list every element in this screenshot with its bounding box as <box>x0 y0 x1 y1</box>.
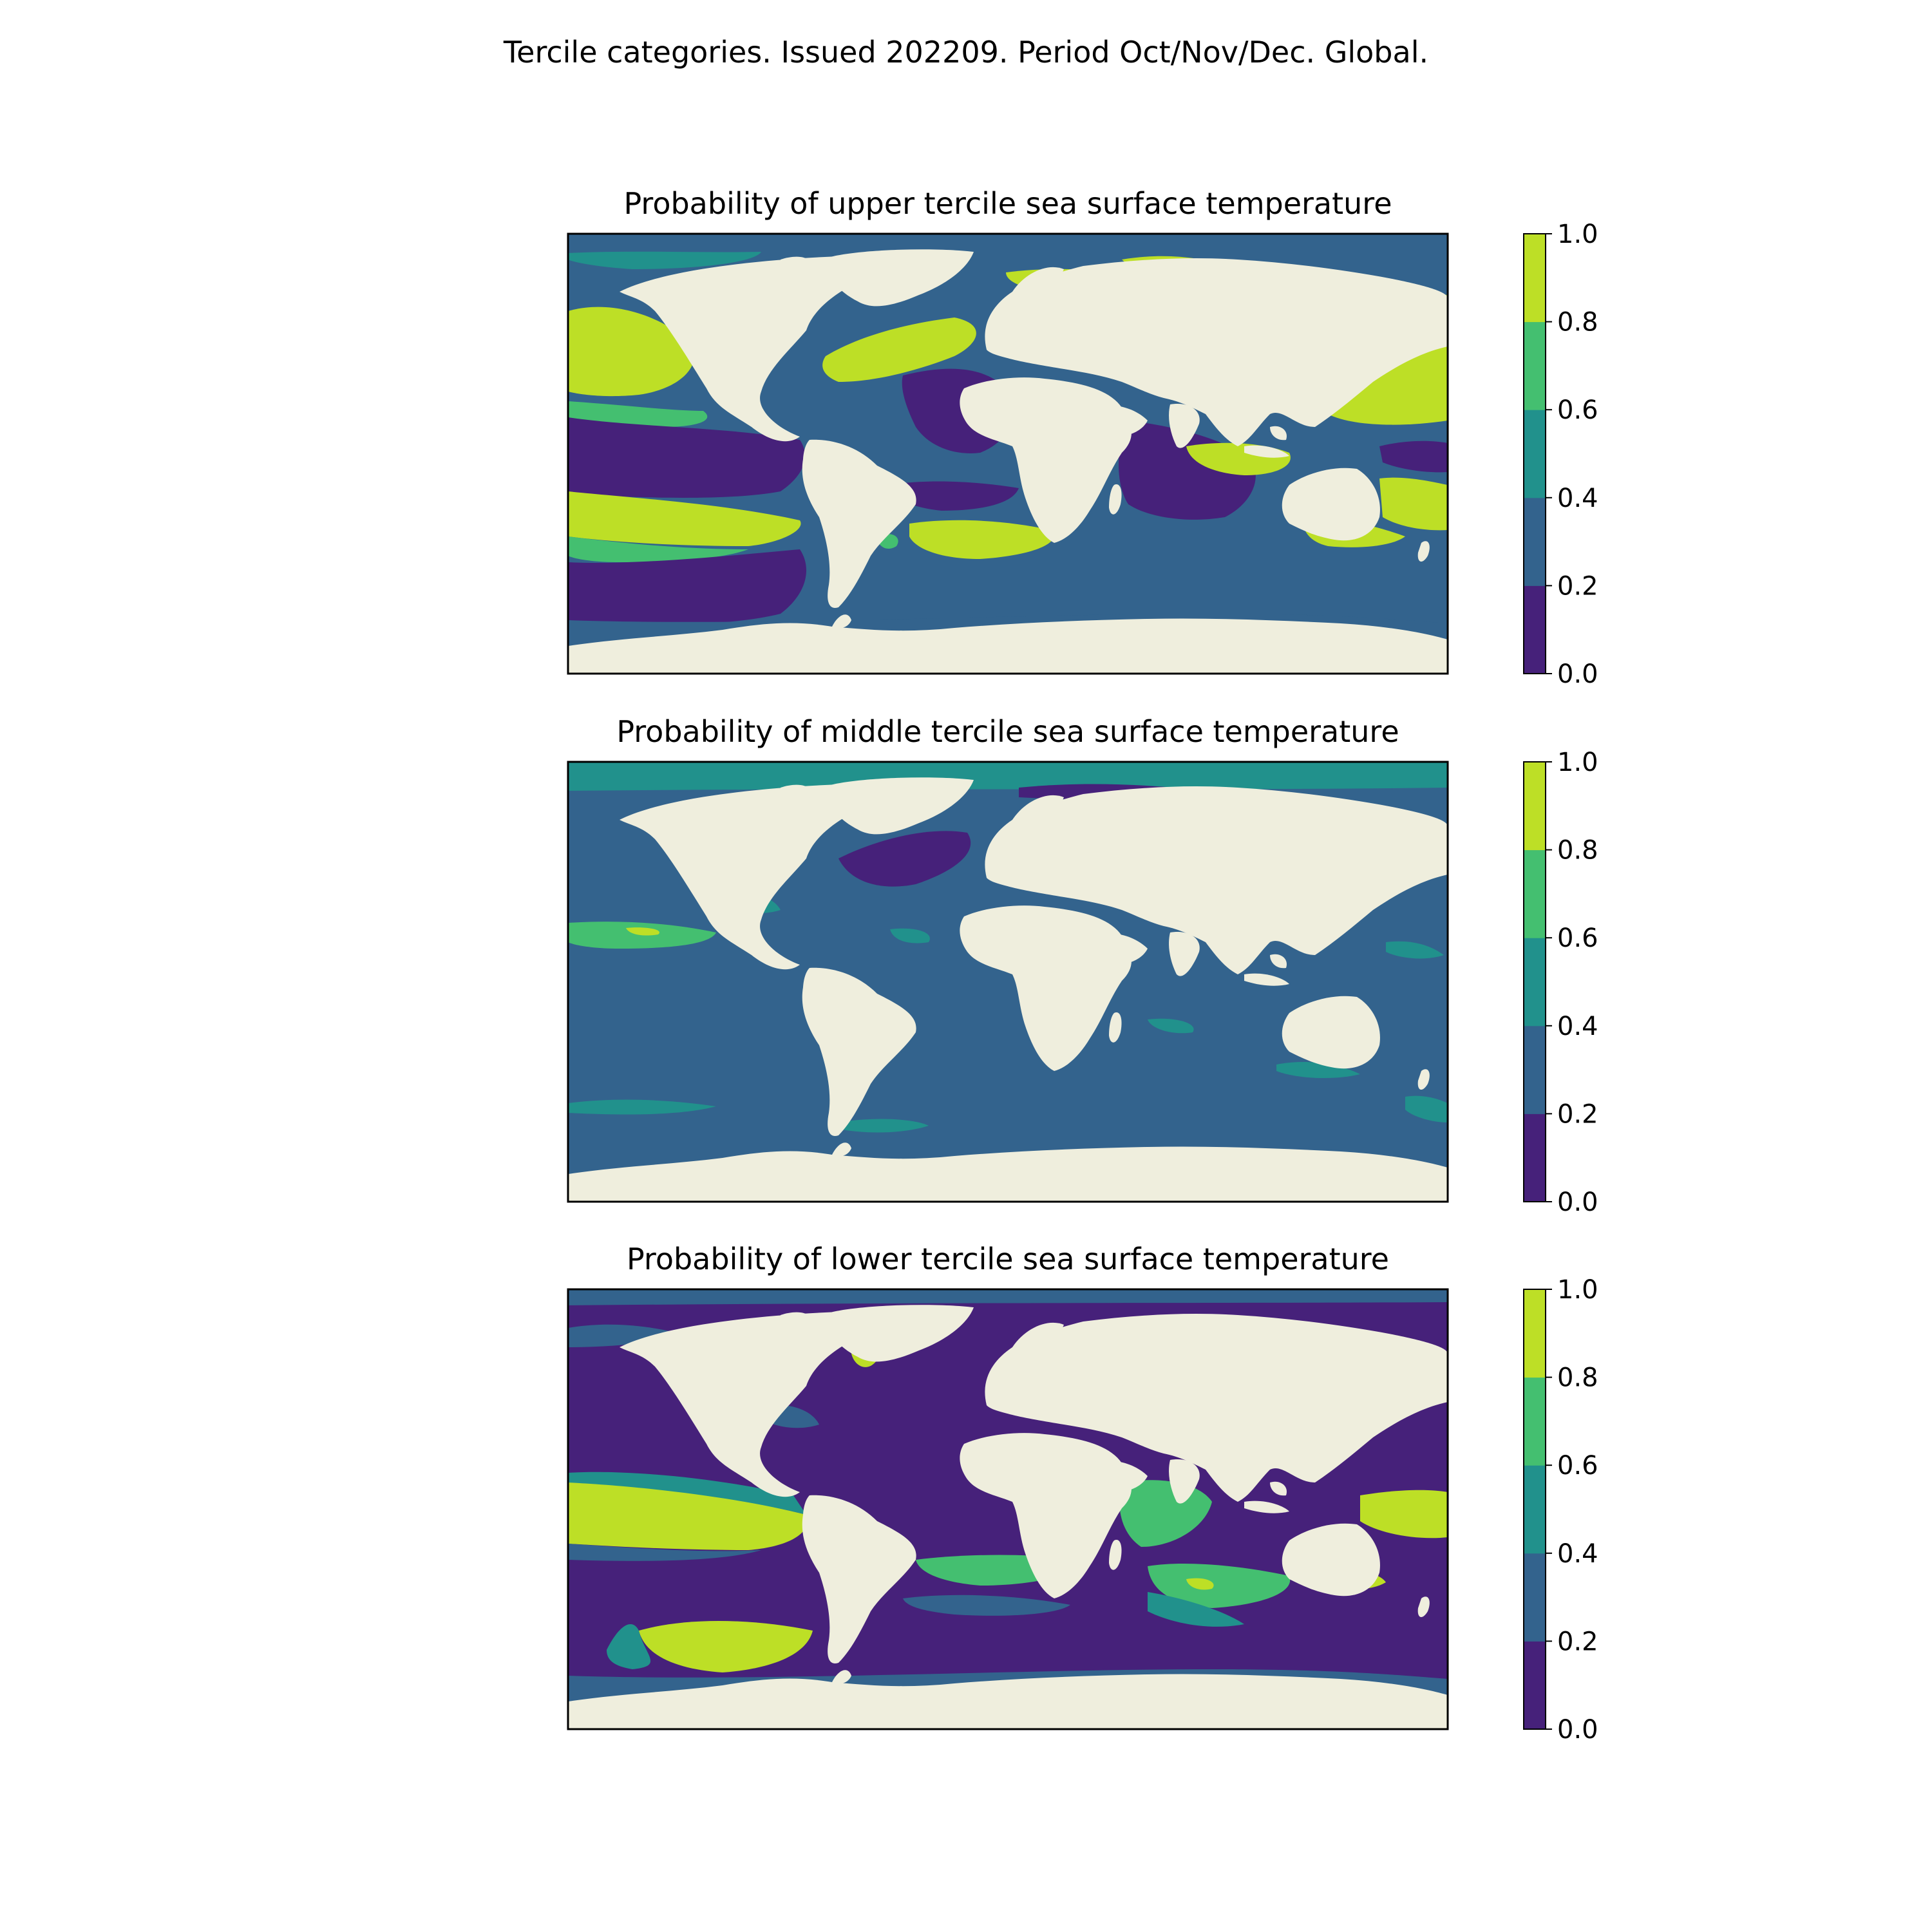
colorbar-segment <box>1524 849 1546 938</box>
contour-region <box>822 317 976 382</box>
colorbar-segment <box>1524 1465 1546 1554</box>
colorbar-segment <box>1524 1553 1546 1642</box>
colorbar-1: 0.0 0.2 0.4 0.6 0.8 1.0 <box>1523 748 1598 1217</box>
contour-region <box>607 1624 651 1669</box>
contour-region <box>639 1621 813 1672</box>
colorbar-segment <box>1524 938 1546 1027</box>
colorbar-segment <box>1524 321 1546 410</box>
map-lower <box>568 1289 1448 1729</box>
contour-region <box>568 1472 806 1515</box>
contour-region <box>568 491 801 546</box>
colorbar-tick-label: 0.4 <box>1557 484 1598 513</box>
colorbar-segment <box>1524 762 1546 851</box>
map-frame <box>567 1288 1449 1730</box>
colorbar-segment <box>1524 1377 1546 1466</box>
contour-region <box>909 520 1054 559</box>
panel-title-middle: Probability of middle tercile sea surfac… <box>616 714 1399 749</box>
colorbar-segment <box>1524 410 1546 498</box>
colorbar-segment <box>1524 585 1546 674</box>
contour-region <box>903 1595 1070 1616</box>
contour-region <box>568 307 695 397</box>
contour-region <box>1186 1578 1214 1590</box>
contour-region <box>838 1119 929 1133</box>
colorbar-tick-label: 1.0 <box>1557 1275 1598 1305</box>
map-frame <box>567 761 1449 1203</box>
colorbar-segment <box>1524 234 1546 323</box>
contour-region <box>568 1482 808 1550</box>
colorbar-frame <box>1523 233 1546 674</box>
map-middle <box>568 762 1448 1202</box>
contour-region <box>890 481 1019 511</box>
contour-region <box>1148 1592 1244 1627</box>
contour-region <box>1405 1095 1448 1122</box>
colorbar-frame <box>1523 1289 1546 1730</box>
contour-region <box>568 251 761 269</box>
contour-region <box>568 1099 716 1115</box>
colorbar-segment <box>1524 1025 1546 1114</box>
panel-upper-tercile: Probability of upper tercile sea surface… <box>567 186 1449 675</box>
colorbar-2: 0.0 0.2 0.4 0.6 0.8 1.0 <box>1523 1275 1598 1745</box>
figure-title: Tercile categories. Issued 202209. Perio… <box>503 35 1428 70</box>
colorbar-tick-label: 1.0 <box>1557 748 1598 777</box>
colorbar-0: 0.0 0.2 0.4 0.6 0.8 1.0 <box>1523 220 1598 689</box>
map-upper <box>568 234 1448 674</box>
colorbar-frame <box>1523 761 1546 1202</box>
contour-region <box>1148 1563 1291 1608</box>
colorbar-tick-label: 0.2 <box>1557 571 1598 601</box>
contour-region <box>890 928 930 943</box>
contour-region <box>1379 440 1448 473</box>
contour-region <box>568 549 806 625</box>
contour-region <box>838 831 971 887</box>
colorbar-tick-label: 0.8 <box>1557 1363 1598 1393</box>
panel-lower-tercile: Probability of lower tercile sea surface… <box>567 1242 1449 1730</box>
contour-region <box>568 762 1448 791</box>
colorbar-tick-label: 1.0 <box>1557 220 1598 249</box>
contour-region <box>1386 941 1444 959</box>
panel-middle-tercile: Probability of middle tercile sea surfac… <box>567 714 1449 1203</box>
colorbar-tick-label: 0.6 <box>1557 923 1598 953</box>
contour-region <box>626 927 659 936</box>
contour-region <box>568 1324 684 1347</box>
panel-title-upper: Probability of upper tercile sea surface… <box>624 186 1392 221</box>
contour-region <box>568 1544 761 1561</box>
colorbar-segment <box>1524 1289 1546 1378</box>
contour-region <box>568 1289 1448 1305</box>
colorbar-segment <box>1524 1113 1546 1202</box>
contour-region <box>1276 1061 1360 1079</box>
contour-region <box>1379 477 1448 531</box>
colorbar-tick-label: 0.6 <box>1557 395 1598 425</box>
colorbar-tick-label: 0.0 <box>1557 659 1598 689</box>
colorbar-segment <box>1524 497 1546 586</box>
contour-region <box>568 401 708 427</box>
colorbar-tick-label: 0.2 <box>1557 1099 1598 1129</box>
contour-region <box>568 417 806 498</box>
colorbar-tick-label: 0.2 <box>1557 1627 1598 1656</box>
colorbar-tick-label: 0.4 <box>1557 1539 1598 1569</box>
colorbar-tick-label: 0.8 <box>1557 308 1598 337</box>
colorbar-tick-label: 0.0 <box>1557 1188 1598 1217</box>
colorbar-tick-label: 0.0 <box>1557 1715 1598 1745</box>
contour-region <box>568 536 748 562</box>
contour-region <box>1148 1018 1194 1034</box>
colorbar-tick-label: 0.6 <box>1557 1451 1598 1481</box>
panel-title-lower: Probability of lower tercile sea surface… <box>627 1242 1389 1276</box>
colorbar-segment <box>1524 1641 1546 1730</box>
colorbar-tick-label: 0.4 <box>1557 1012 1598 1041</box>
colorbars: 0.00.20.40.60.81.00.00.20.40.60.81.00.00… <box>1523 220 1598 1745</box>
contour-region <box>1360 1490 1448 1539</box>
map-frame <box>567 232 1449 675</box>
colorbar-tick-label: 0.8 <box>1557 836 1598 866</box>
